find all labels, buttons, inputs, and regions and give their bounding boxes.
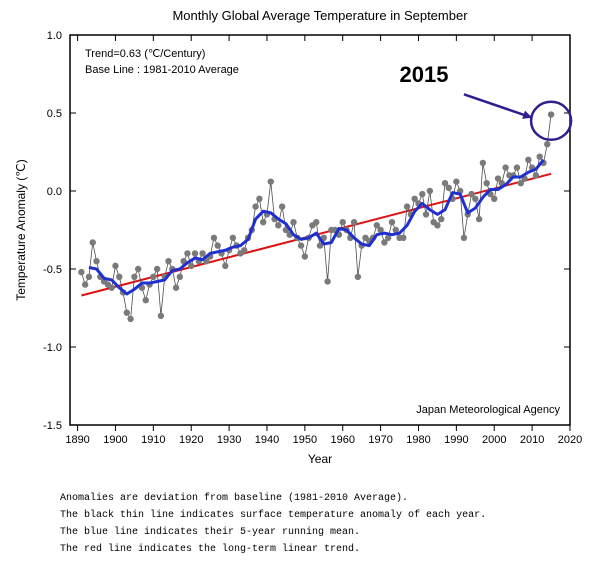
svg-text:1930: 1930 [217,434,241,446]
svg-text:2020: 2020 [558,434,582,446]
svg-text:1970: 1970 [368,434,392,446]
svg-text:Trend=0.63 (℃/Century): Trend=0.63 (℃/Century) [85,48,205,60]
caption-line: The blue line indicates their 5-year run… [60,524,580,541]
svg-text:-1.5: -1.5 [43,420,62,432]
svg-text:1900: 1900 [103,434,127,446]
svg-text:1980: 1980 [406,434,430,446]
caption-line: The black thin line indicates surface te… [60,507,580,524]
svg-text:Year: Year [308,452,332,466]
svg-text:1890: 1890 [65,434,89,446]
caption-line: Anomalies are deviation from baseline (1… [60,490,580,507]
svg-text:Monthly Global Average Tempera: Monthly Global Average Temperature in Se… [172,8,468,23]
svg-text:2015: 2015 [400,62,449,87]
svg-text:1940: 1940 [255,434,279,446]
svg-text:-1.0: -1.0 [43,342,62,354]
svg-text:2000: 2000 [482,434,506,446]
svg-text:Japan Meteorological Agency: Japan Meteorological Agency [416,404,560,416]
svg-text:Base Line : 1981-2010 Average: Base Line : 1981-2010 Average [85,64,239,76]
svg-text:Temperature Anomaly (℃): Temperature Anomaly (℃) [14,159,28,301]
svg-text:1960: 1960 [330,434,354,446]
figure-container: { "chart": { "type": "line+scatter", "ti… [0,0,600,563]
temperature-chart: 1890 1900 1910 1920 1930 1940 1950 1960 1970 1980… [0,0,600,480]
svg-text:1910: 1910 [141,434,165,446]
svg-text:-0.5: -0.5 [43,264,62,276]
svg-text:1990: 1990 [444,434,468,446]
caption-line: The red line indicates the long-term lin… [60,541,580,558]
svg-text:0.5: 0.5 [47,108,62,120]
svg-text:0.0: 0.0 [47,186,62,198]
svg-text:2010: 2010 [520,434,544,446]
caption-block: Anomalies are deviation from baseline (1… [60,490,580,558]
svg-text:1.0: 1.0 [47,30,62,42]
svg-text:1950: 1950 [293,434,317,446]
svg-text:1920: 1920 [179,434,203,446]
